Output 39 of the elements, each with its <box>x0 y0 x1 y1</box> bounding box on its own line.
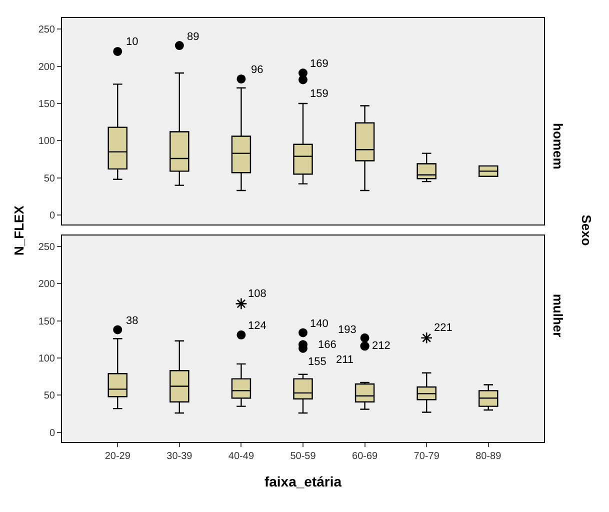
annotation: 212 <box>372 340 390 352</box>
y-tick-label: 50 <box>44 173 56 184</box>
annotation: 89 <box>187 31 200 43</box>
y-tick-label: 250 <box>38 24 56 36</box>
annotation: 221 <box>434 322 452 334</box>
x-tick-label: 40-49 <box>228 451 254 462</box>
y-tick-label: 200 <box>38 279 56 290</box>
y-tick-label: 0 <box>49 428 56 439</box>
y-tick-label: 250 <box>38 242 56 253</box>
annotation: 96 <box>251 64 264 76</box>
y-tick-label: 150 <box>38 316 56 328</box>
x-tick-label: 60-69 <box>352 451 378 462</box>
y-tick-label: 150 <box>38 99 56 110</box>
y-tick-label: 50 <box>44 390 56 402</box>
x-tick-label: 70-79 <box>414 451 440 462</box>
text: homem <box>550 123 566 170</box>
annotation: 193 <box>338 324 356 336</box>
annotation: 166 <box>318 339 336 351</box>
annotation: 140 <box>310 318 328 330</box>
annotation: 169 <box>310 58 328 70</box>
annotation: 155 <box>308 356 326 368</box>
y-tick-label: 100 <box>38 136 56 148</box>
annotation: 38 <box>126 315 138 327</box>
x-tick-label: 50-59 <box>290 451 316 462</box>
y-tick-label: 0 <box>49 210 56 222</box>
annotation: 124 <box>248 320 266 332</box>
annotation: 159 <box>310 88 328 100</box>
x-tick-label: 20-29 <box>104 451 131 462</box>
text: mulher <box>550 294 566 338</box>
x-tick-label: 80-89 <box>476 451 502 462</box>
x-axis-title: faixa_etária <box>264 473 342 490</box>
x-tick-label: 30-39 <box>166 451 193 462</box>
annotation: 108 <box>248 288 266 300</box>
y-tick-label: 200 <box>38 62 56 73</box>
y-axis-title: N_FLEX <box>11 205 26 256</box>
y2-axis-title: Sexo <box>579 214 594 246</box>
annotation: 211 <box>336 354 354 366</box>
y-tick-label: 100 <box>38 353 56 364</box>
annotation: 10 <box>126 36 138 48</box>
